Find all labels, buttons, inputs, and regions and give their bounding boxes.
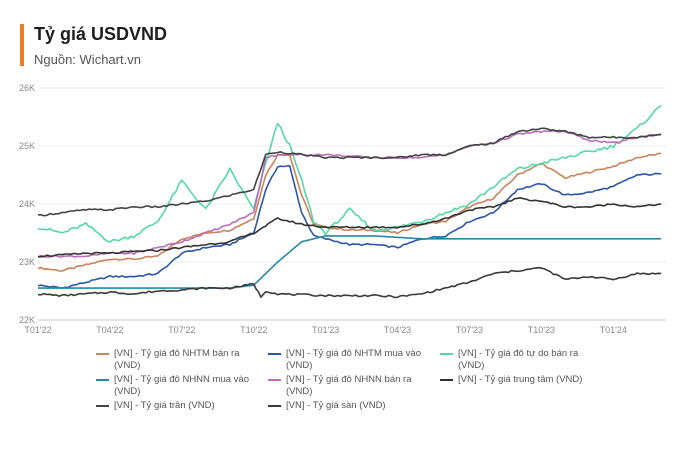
legend-label: [VN] - Tỷ giá đô tự do bán ra (VND) (458, 348, 579, 371)
x-tick-label: T01'22 (24, 325, 51, 335)
y-tick-label: 25K (19, 141, 35, 151)
x-tick-label: T07'22 (168, 325, 195, 335)
legend-item[interactable]: [VN] - Tỷ giá đô NHNN mua vào (VND) (96, 374, 254, 398)
series-line-6 (37, 197, 662, 258)
y-tick-label: 24K (19, 199, 35, 209)
series-line-7 (37, 127, 662, 217)
legend-swatch (96, 353, 109, 355)
legend-swatch (96, 379, 109, 381)
legend-item[interactable]: [VN] - Tỷ giá đô NHTM mua vào (VND) (268, 348, 426, 372)
x-tick-label: T01'23 (312, 325, 339, 335)
x-tick-label: T04'22 (96, 325, 123, 335)
legend-item[interactable]: [VN] - Tỷ giá đô NHNN bán ra (VND) (268, 374, 426, 398)
chart-title: Tỷ giá USDVND (34, 24, 168, 44)
x-tick-label: T10'22 (240, 325, 267, 335)
x-tick-label: T10'23 (528, 325, 555, 335)
series-line-2 (37, 165, 662, 289)
legend-label: [VN] - Tỷ giá sàn (VND) (286, 400, 386, 411)
chart-source: Nguồn: Wichart.vn (34, 52, 141, 67)
legend-label: [VN] - Tỷ giá đô NHNN mua vào (VND) (114, 374, 249, 397)
legend-label: [VN] - Tỷ giá đô NHTM bán ra (VND) (114, 348, 240, 371)
legend-item[interactable]: [VN] - Tỷ giá sàn (VND) (268, 400, 426, 412)
y-tick-label: 26K (19, 83, 35, 93)
legend-item[interactable]: [VN] - Tỷ giá đô tự do bán ra (VND) (440, 348, 598, 372)
legend-label: [VN] - Tỷ giá đô NHNN bán ra (VND) (286, 374, 412, 397)
legend-item[interactable]: [VN] - Tỷ giá trần (VND) (96, 400, 254, 412)
series-line-3 (37, 104, 662, 243)
legend-item[interactable]: [VN] - Tỷ giá đô NHTM bán ra (VND) (96, 348, 254, 372)
legend-item[interactable]: [VN] - Tỷ giá trung tâm (VND) (440, 374, 598, 386)
series-line-4 (38, 235, 662, 289)
legend-label: [VN] - Tỷ giá trần (VND) (114, 400, 215, 411)
legend-swatch (268, 405, 281, 407)
legend-swatch (268, 353, 281, 355)
x-tick-label: T01'24 (600, 325, 627, 335)
legend-swatch (440, 379, 453, 381)
legend-label: [VN] - Tỷ giá đô NHTM mua vào (VND) (286, 348, 421, 371)
legend-swatch (96, 405, 109, 407)
legend-label: [VN] - Tỷ giá trung tâm (VND) (458, 374, 583, 385)
series-line-8 (37, 266, 662, 299)
title-accent-bar (20, 24, 24, 66)
legend-swatch (268, 379, 281, 381)
x-tick-label: T04'23 (384, 325, 411, 335)
series-line-1 (37, 152, 662, 272)
y-tick-label: 23K (19, 257, 35, 267)
legend-swatch (440, 353, 453, 355)
x-tick-label: T07'23 (456, 325, 483, 335)
y-tick-label: 22K (19, 315, 35, 325)
